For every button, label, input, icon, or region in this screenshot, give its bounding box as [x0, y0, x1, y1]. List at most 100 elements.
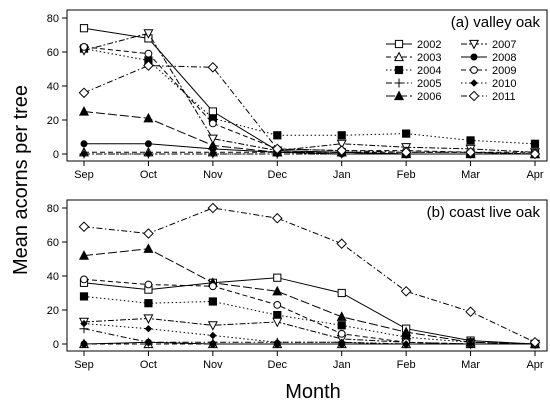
series-line: [83, 27, 535, 155]
y-tick-label: 80: [47, 203, 59, 215]
panel-title: (a) valley oak: [451, 14, 541, 31]
data-point: [209, 331, 217, 340]
data-point: [143, 60, 154, 71]
legend-marker: [393, 90, 405, 101]
data-point: [143, 243, 154, 253]
legend-label: 2010: [492, 78, 516, 90]
data-point: [78, 87, 90, 99]
y-tick-label: 80: [47, 13, 59, 25]
y-tick-label: 60: [47, 237, 59, 249]
series-line: [83, 207, 536, 343]
series-line: [83, 248, 536, 345]
legend-label: 2004: [417, 65, 441, 77]
x-axis-title: Month: [285, 381, 341, 403]
legend-item-2008: 2008: [461, 52, 516, 64]
series-line: [83, 323, 535, 345]
data-point: [271, 212, 283, 224]
data-point: [273, 311, 282, 320]
data-point: [144, 299, 153, 308]
data-point: [80, 275, 88, 284]
data-point: [466, 340, 475, 348]
data-point: [272, 285, 283, 296]
legend-label: 2005: [417, 78, 441, 90]
x-tick-label: Sep: [74, 169, 94, 181]
x-tick-label: Feb: [397, 359, 416, 371]
data-point: [207, 61, 219, 73]
data-point: [144, 324, 153, 333]
legend-label: 2003: [417, 52, 441, 64]
data-point: [465, 146, 476, 158]
data-point: [400, 285, 412, 297]
series-line: [83, 65, 536, 155]
data-point: [337, 329, 346, 338]
data-point: [78, 106, 90, 116]
y-tick-label: 0: [53, 339, 59, 351]
legend-label: 2008: [492, 52, 516, 64]
data-point: [208, 282, 217, 291]
data-point: [208, 119, 217, 128]
data-point: [336, 139, 347, 150]
x-tick-label: Nov: [203, 359, 223, 371]
data-point: [400, 146, 412, 158]
legend-label: 2009: [492, 65, 516, 77]
legend-marker: [470, 79, 478, 87]
x-tick-label: Sep: [74, 359, 94, 371]
x-tick-label: Mar: [461, 359, 480, 371]
legend-label: 2002: [417, 39, 441, 51]
y-tick-label: 20: [47, 115, 59, 127]
data-point: [337, 131, 346, 140]
data-point: [80, 43, 88, 51]
data-point: [143, 29, 154, 39]
legend-marker: [394, 39, 404, 49]
x-tick-label: Oct: [140, 169, 157, 181]
panel-title: (b) coast live oak: [427, 204, 541, 221]
y-tick-label: 40: [47, 271, 59, 283]
data-point: [271, 143, 283, 155]
data-point: [209, 150, 217, 158]
series-2011: [78, 202, 541, 348]
legend-marker: [394, 78, 404, 88]
legend-marker: [393, 51, 405, 62]
data-point: [336, 311, 347, 321]
data-point: [79, 24, 89, 33]
data-point: [208, 297, 217, 306]
legend-marker: [470, 66, 478, 74]
y-tick-label: 40: [47, 81, 59, 93]
data-point: [402, 340, 410, 348]
series-line: [84, 143, 535, 155]
data-point: [78, 250, 90, 260]
y-tick-label: 0: [53, 149, 59, 161]
data-point: [143, 314, 154, 324]
data-point: [80, 150, 88, 158]
data-point: [207, 321, 218, 331]
series-2011: [78, 60, 541, 160]
legend-marker: [468, 90, 480, 102]
data-point: [529, 148, 541, 160]
data-point: [402, 129, 411, 138]
data-point: [336, 145, 348, 156]
data-point: [465, 306, 476, 318]
x-tick-label: Dec: [268, 359, 288, 371]
legend-item-2009: 2009: [461, 65, 516, 77]
x-tick-label: Jan: [333, 169, 351, 181]
series-line: [83, 317, 535, 345]
data-point: [273, 301, 282, 309]
data-point: [466, 136, 475, 145]
data-point: [336, 238, 348, 250]
data-point: [143, 112, 154, 123]
legend-item-2011: 2011: [461, 90, 516, 103]
data-point: [207, 134, 218, 145]
legend-marker: [394, 65, 404, 75]
x-tick-label: Dec: [268, 169, 288, 181]
data-point: [273, 131, 282, 140]
data-point: [78, 221, 90, 233]
data-point: [144, 280, 153, 289]
legend-item-2005: 2005: [386, 78, 441, 90]
legend-item-2002: 2002: [386, 39, 441, 51]
series-line: [83, 111, 535, 155]
legend-marker: [468, 39, 480, 50]
legend-label: 2006: [417, 91, 441, 103]
legend-item-2007: 2007: [461, 39, 516, 51]
data-point: [80, 340, 88, 348]
